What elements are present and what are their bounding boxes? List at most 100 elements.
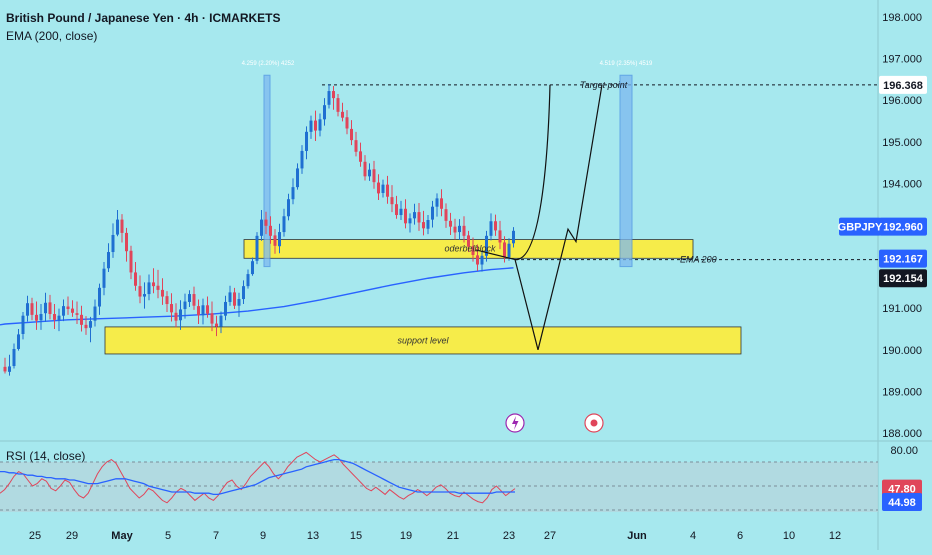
candle-body xyxy=(381,184,385,193)
candle-body xyxy=(368,169,371,177)
projection-path-down xyxy=(514,84,603,350)
candle-body xyxy=(431,206,434,220)
date-tick-label: 9 xyxy=(260,530,266,542)
candle-body xyxy=(476,255,479,265)
candle-body xyxy=(48,302,52,315)
date-tick-label: 23 xyxy=(503,530,515,542)
candle-body xyxy=(174,312,178,321)
last-price-tag-bg xyxy=(879,269,927,288)
projection-path-base xyxy=(475,249,516,261)
candle-body xyxy=(296,168,299,188)
candle-body xyxy=(215,323,218,327)
candle-body xyxy=(363,161,367,177)
symbol-tag: GBPJPY xyxy=(838,222,883,234)
candle-body xyxy=(300,150,304,169)
candle-body xyxy=(494,221,497,231)
date-tick-label: 13 xyxy=(307,530,319,542)
candle-body xyxy=(309,120,313,132)
candle-body xyxy=(57,315,61,321)
chart-title: British Pound / Japanese Yen · 4h · ICMA… xyxy=(6,11,281,25)
date-tick-label: Jun xyxy=(627,530,647,542)
candle-body xyxy=(273,235,277,246)
candle-body xyxy=(354,140,358,152)
candle-body xyxy=(372,169,376,183)
ema-price-tag-bg xyxy=(879,249,927,268)
candle-body xyxy=(120,219,124,233)
rsi-line xyxy=(0,451,516,504)
lightning-icon-glyph xyxy=(512,416,519,430)
candle-body xyxy=(485,235,488,256)
price-tick-label: 198.000 xyxy=(882,12,922,24)
candle-body xyxy=(318,119,322,131)
candle-body xyxy=(462,225,466,236)
candle-body xyxy=(359,151,362,162)
candle-body xyxy=(395,204,398,216)
candle-body xyxy=(84,324,88,329)
candle-body xyxy=(251,261,254,275)
candle-body xyxy=(467,235,470,247)
candle-body xyxy=(399,208,403,216)
candle-body xyxy=(287,199,290,217)
candle-body xyxy=(404,208,407,224)
candle-body xyxy=(66,306,70,310)
candle-body xyxy=(183,301,187,310)
candle-body xyxy=(21,315,25,334)
target-price-tag-bg xyxy=(879,75,927,94)
ema200-label: EMA 200 xyxy=(680,255,717,265)
date-tick-label: 27 xyxy=(544,530,556,542)
candle-body xyxy=(278,232,281,247)
candle-body xyxy=(503,242,506,258)
candle-body xyxy=(206,305,209,314)
candle-body xyxy=(305,131,308,151)
candle-body xyxy=(498,230,502,243)
candle-body xyxy=(323,105,326,120)
candle-body xyxy=(210,313,214,324)
current-price-tag-bg xyxy=(879,217,927,236)
date-tick-label: 19 xyxy=(400,530,412,542)
candle-body xyxy=(458,225,461,233)
candle-body xyxy=(143,294,146,297)
candle-body xyxy=(44,302,47,314)
candle-body xyxy=(161,289,164,297)
candle-body xyxy=(129,250,133,273)
candle-body xyxy=(165,296,169,305)
candle-body xyxy=(116,219,119,235)
candle-body xyxy=(26,303,29,316)
date-tick-label: 15 xyxy=(350,530,362,542)
candle-body xyxy=(107,252,110,269)
candle-body xyxy=(62,306,65,316)
candle-body xyxy=(413,212,416,219)
candle-body xyxy=(156,285,160,290)
rsi-indicator-label[interactable]: RSI (14, close) xyxy=(6,449,86,463)
candle-body xyxy=(111,234,115,253)
candle-body xyxy=(444,209,448,221)
candle-body xyxy=(89,321,92,328)
ema-price-tag: 192.167 xyxy=(883,254,923,266)
support-zone xyxy=(104,326,742,355)
candle-body xyxy=(134,272,137,286)
candle-body xyxy=(480,255,484,265)
candle-body xyxy=(426,220,430,229)
candle-body xyxy=(386,184,389,197)
candle-body xyxy=(435,198,439,207)
rsi-tick-label: 80.00 xyxy=(890,445,918,457)
ema-indicator-label[interactable]: EMA (200, close) xyxy=(6,29,98,43)
candle-body xyxy=(350,128,353,141)
candle-body xyxy=(512,230,515,244)
candle-body xyxy=(201,305,205,316)
target-price-tag: 196.368 xyxy=(883,80,923,92)
candle-body xyxy=(219,315,223,327)
date-tick-label: 10 xyxy=(783,530,795,542)
candle-body xyxy=(8,366,11,372)
candle-body xyxy=(282,216,286,233)
projection-path-up xyxy=(514,84,551,261)
candle-body xyxy=(390,197,394,205)
price-tick-label: 196.000 xyxy=(882,95,922,107)
candle-body xyxy=(449,220,452,227)
candle-body xyxy=(125,232,128,252)
measure-box-right xyxy=(619,74,633,268)
candle-body xyxy=(152,282,155,287)
candle-body xyxy=(246,274,250,287)
date-tick-label: 25 xyxy=(29,530,41,542)
